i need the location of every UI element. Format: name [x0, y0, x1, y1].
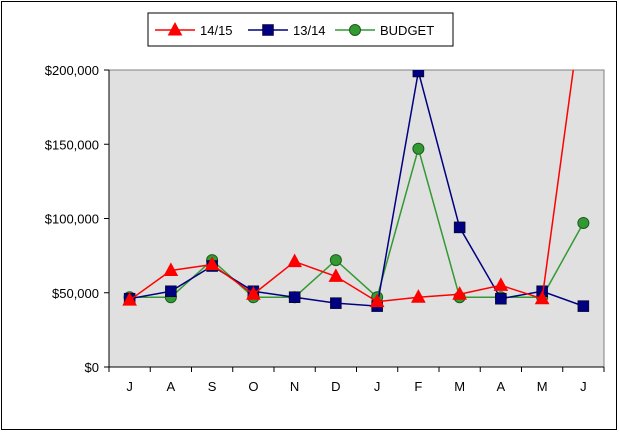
x-tick-label: J — [126, 379, 133, 394]
data-point — [412, 142, 425, 155]
x-tick-label: N — [290, 379, 299, 394]
data-point — [577, 0, 590, 1]
data-point — [165, 285, 177, 298]
axes: $0 $50,000 $100,000 $150,000 $200,000 J A S O N D J… — [45, 63, 605, 394]
data-point — [246, 286, 261, 300]
data-point — [411, 289, 426, 303]
x-tick-label: M — [454, 379, 465, 394]
data-point — [412, 70, 425, 78]
legend-marker — [167, 21, 183, 36]
x-tick-label: M — [537, 379, 548, 394]
data-point — [288, 291, 301, 303]
x-tick-label: O — [248, 379, 258, 394]
x-tick-label: J — [374, 379, 381, 394]
data-point — [204, 256, 220, 271]
y-tick-label: $100,000 — [45, 212, 99, 227]
data-point — [493, 277, 509, 291]
data-point — [163, 262, 179, 276]
series-line — [129, 70, 575, 303]
data-point — [452, 286, 467, 300]
x-tick-label: J — [580, 379, 587, 394]
legend-marker — [262, 24, 274, 36]
series-14-15 — [122, 0, 590, 308]
data-point — [330, 297, 342, 309]
data-point — [329, 254, 342, 267]
y-tick-label: $150,000 — [45, 137, 99, 152]
x-tick-label: A — [497, 379, 506, 394]
plot-area — [108, 69, 605, 368]
x-tick-label: F — [414, 379, 422, 394]
legend-label: 14/15 — [200, 23, 233, 38]
legend-box — [147, 12, 454, 47]
series-layer — [122, 0, 590, 312]
legend-label: 13/14 — [293, 23, 326, 38]
data-point — [328, 268, 344, 282]
legend-item: 13/14 — [248, 23, 326, 38]
legend-marker — [349, 24, 361, 36]
data-point — [287, 253, 302, 268]
series-line — [129, 71, 584, 307]
data-point — [122, 292, 137, 306]
data-point — [534, 290, 550, 305]
x-tick-label: D — [331, 379, 340, 394]
legend: 14/15 13/14 BUDGET — [147, 12, 454, 47]
data-point — [453, 221, 466, 234]
data-point — [577, 216, 590, 229]
legend-item: 14/15 — [155, 21, 233, 38]
x-tick-label: S — [208, 379, 217, 394]
y-tick-label: $50,000 — [52, 286, 99, 301]
legend-item: BUDGET — [335, 23, 434, 38]
y-tick-label: $0 — [85, 360, 99, 375]
y-tick-label: $200,000 — [45, 63, 99, 78]
legend-label: BUDGET — [380, 23, 434, 38]
data-point — [577, 300, 590, 312]
data-point — [495, 292, 507, 305]
data-point — [369, 293, 385, 308]
x-tick-label: A — [167, 379, 176, 394]
